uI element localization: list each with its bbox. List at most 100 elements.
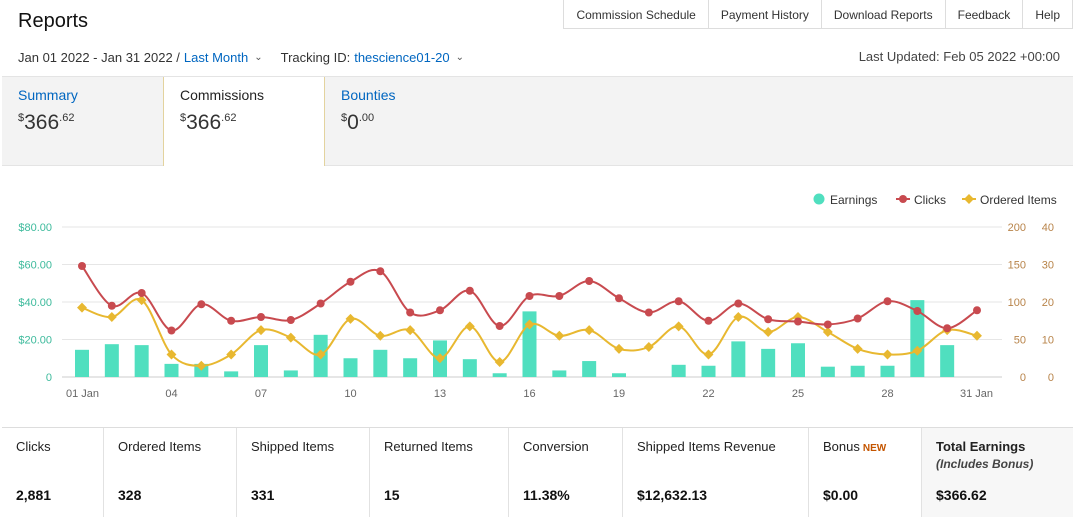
clicks-point xyxy=(316,299,325,308)
x-tick-label: 25 xyxy=(792,388,804,400)
earnings-bar xyxy=(343,358,358,377)
ordered-items-point xyxy=(285,332,296,343)
earnings-bar xyxy=(582,361,597,377)
ordered-items-point xyxy=(136,295,147,306)
y-right-clicks-tick-label: 150 xyxy=(1008,260,1026,272)
clicks-point xyxy=(853,314,862,323)
legend-ordered-label: Ordered Items xyxy=(980,193,1057,207)
top-nav: Commission Schedule Payment History Down… xyxy=(563,0,1073,29)
x-tick-label: 04 xyxy=(165,388,177,400)
ordered-items-point xyxy=(256,325,266,336)
tab-bounties[interactable]: Bounties $0.00 xyxy=(325,77,465,166)
chart-area: $80.00 $60.00 $40.00 $20.00 0 200 150 100 50 0 40 3… xyxy=(2,166,1073,424)
y-right-items-tick-label: 30 xyxy=(1042,260,1054,272)
stat-conversion: Conversion 11.38% xyxy=(509,428,623,517)
tab-label: Summary xyxy=(18,87,78,103)
earnings-bar xyxy=(850,365,865,377)
earnings-bar xyxy=(880,365,895,377)
legend-clicks-label: Clicks xyxy=(914,193,946,207)
x-tick-label: 13 xyxy=(434,388,446,400)
stat-value: 11.38% xyxy=(523,487,570,503)
download-reports-link[interactable]: Download Reports xyxy=(820,0,945,28)
stat-value: $12,632.13 xyxy=(637,487,708,503)
date-range-text: Jan 01 2022 - Jan 31 2022 / xyxy=(18,50,180,65)
clicks-point xyxy=(197,300,206,309)
clicks-point xyxy=(495,322,504,330)
stat-value: 328 xyxy=(118,487,142,503)
stats-bar: Clicks 2,881 Ordered Items 328 Shipped I… xyxy=(2,427,1073,517)
clicks-point xyxy=(674,297,683,306)
legend-earnings-label: Earnings xyxy=(830,193,877,207)
ordered-items-point xyxy=(524,319,535,330)
ordered-items-point xyxy=(226,349,237,360)
earnings-bar xyxy=(403,358,418,377)
y-right-clicks-tick-label: 50 xyxy=(1014,335,1026,347)
chevron-down-icon[interactable]: ⌄ xyxy=(455,52,465,63)
stat-label: Shipped Items xyxy=(251,439,335,454)
tab-commissions[interactable]: Commissions $366.62 xyxy=(163,77,325,173)
stat-value: $366.62 xyxy=(936,487,987,503)
chevron-down-icon[interactable]: ⌄ xyxy=(254,52,263,63)
earnings-bar xyxy=(75,349,89,377)
stat-label: Conversion xyxy=(523,439,589,454)
ordered-items-point xyxy=(912,345,923,356)
ordered-items-point xyxy=(614,343,624,354)
y-left-tick-label: $20.00 xyxy=(18,335,52,347)
stat-label: Total Earnings xyxy=(936,439,1026,454)
feedback-link[interactable]: Feedback xyxy=(944,0,1023,28)
stat-label: Clicks xyxy=(16,439,51,454)
ordered-items-point xyxy=(196,360,207,371)
ordered-items-point xyxy=(584,325,595,336)
stat-ordered-items: Ordered Items 328 xyxy=(104,428,237,517)
earnings-bar xyxy=(552,370,567,377)
stat-shipped-items: Shipped Items 331 xyxy=(237,428,370,517)
legend-clicks-marker xyxy=(899,195,907,203)
clicks-point xyxy=(644,308,653,317)
tracking-id-label: Tracking ID: xyxy=(280,50,351,65)
ordered-items-point xyxy=(554,330,565,341)
ordered-items-point xyxy=(77,302,87,313)
x-tick-label: 10 xyxy=(344,388,356,400)
earnings-bar xyxy=(462,359,477,377)
y-right-items-tick-label: 20 xyxy=(1042,297,1054,309)
stat-shipped-revenue: Shipped Items Revenue $12,632.13 xyxy=(623,428,809,517)
stat-value: 15 xyxy=(384,487,400,503)
payment-history-link[interactable]: Payment History xyxy=(707,0,821,28)
tab-label: Commissions xyxy=(180,87,265,103)
y-right-clicks-tick-label: 200 xyxy=(1008,222,1026,234)
earnings-bar xyxy=(612,373,626,377)
ordered-items-point xyxy=(106,312,117,322)
clicks-point xyxy=(555,292,564,300)
y-left-tick-label: $40.00 xyxy=(18,297,52,309)
ordered-items-point xyxy=(763,327,774,337)
commission-schedule-link[interactable]: Commission Schedule xyxy=(576,8,696,22)
clicks-point xyxy=(78,262,86,270)
stat-value: 2,881 xyxy=(16,487,52,503)
new-badge: NEW xyxy=(862,443,887,454)
report-tabs: Summary $366.62 Commissions $366.62 Boun… xyxy=(2,76,1073,182)
clicks-point xyxy=(107,301,116,310)
earnings-bar xyxy=(134,345,149,377)
earnings-bar xyxy=(224,371,239,377)
x-tick-label: 01 Jan xyxy=(66,388,99,400)
stat-label: Ordered Items xyxy=(118,439,202,454)
earnings-bar xyxy=(492,373,507,377)
period-dropdown[interactable]: Last Month xyxy=(183,50,249,65)
earnings-bar xyxy=(671,364,686,377)
tab-summary[interactable]: Summary $366.62 xyxy=(2,77,162,166)
earnings-bar xyxy=(731,341,746,377)
help-link[interactable]: Help xyxy=(1022,0,1072,28)
y-left-tick-label: 0 xyxy=(46,372,52,384)
stat-label: Bonus NEW xyxy=(823,439,887,454)
clicks-point xyxy=(764,315,773,324)
stat-label: Returned Items xyxy=(384,439,473,454)
tracking-id-dropdown[interactable]: thescience01-20 xyxy=(354,50,450,65)
x-tick-label: 31 Jan xyxy=(960,388,993,400)
earnings-bar xyxy=(283,370,298,377)
commissions-amount: $366.62 xyxy=(180,111,237,134)
earnings-bar xyxy=(791,343,805,377)
y-right-items-tick-label: 0 xyxy=(1048,372,1054,384)
clicks-point xyxy=(973,306,981,315)
legend-earnings-marker xyxy=(813,193,825,205)
clicks-point xyxy=(227,316,236,325)
